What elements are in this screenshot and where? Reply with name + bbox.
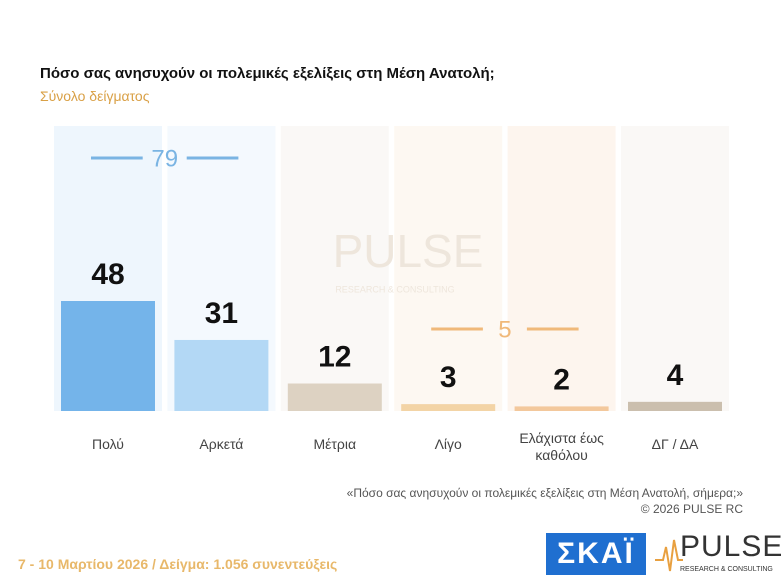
bar [514, 406, 609, 411]
value-label: 4 [667, 359, 684, 392]
category-label: Αρκετά [199, 436, 244, 452]
chart: PULSE RESEARCH & CONSULTING 48 31 12 3 2 4 79 5 [54, 126, 729, 411]
skai-logo: ΣΚΑΪ [546, 533, 646, 575]
column-bg [507, 126, 616, 411]
bar [61, 301, 155, 411]
bar [287, 383, 382, 411]
pulse-icon [655, 539, 683, 572]
bar [628, 401, 722, 411]
chart-title: Πόσο σας ανησυχούν οι πολεμικές εξελίξει… [40, 65, 495, 82]
value-label: 31 [205, 297, 238, 330]
chart-subtitle: Σύνολο δείγματος [40, 88, 150, 104]
category-label: ΔΓ / ΔΑ [651, 436, 699, 452]
category-label: Μέτρια [313, 436, 357, 452]
column-bg [394, 126, 503, 411]
watermark-tagline: RESEARCH & CONSULTING [335, 284, 454, 294]
watermark-title: PULSE [333, 225, 484, 277]
value-label: 12 [318, 340, 351, 373]
column-bg [280, 126, 389, 411]
bar [401, 404, 496, 411]
pulse-logo: PULSE [680, 530, 781, 563]
annotation: 79 [151, 145, 178, 172]
value-label: 2 [553, 363, 570, 396]
column-bg [621, 126, 729, 411]
copyright: © 2026 PULSE RC [640, 502, 743, 516]
bar [174, 339, 269, 411]
annotation: 5 [498, 316, 511, 343]
value-label: 3 [440, 361, 457, 394]
category-label: Πολύ [92, 436, 124, 452]
category-label: Λίγο [434, 436, 462, 452]
pulse-tagline: RESEARCH & CONSULTING [680, 566, 773, 573]
category-label: Ελάχιστα έως καθόλου [519, 430, 604, 463]
footer: 7 - 10 Μαρτίου 2026 / Δείγμα: 1.056 συνε… [18, 556, 338, 572]
question-note: «Πόσο σας ανησυχούν οι πολεμικές εξελίξε… [346, 486, 743, 500]
value-label: 48 [91, 258, 124, 291]
